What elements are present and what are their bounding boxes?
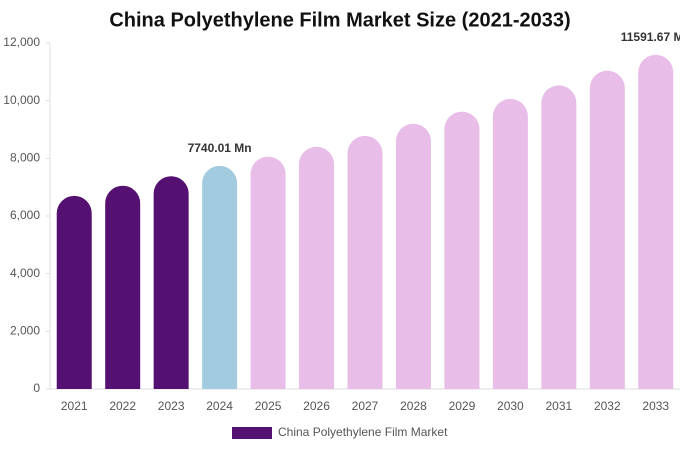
y-tick-label: 6,000 <box>10 208 40 222</box>
bar <box>299 146 335 389</box>
x-tick-label: 2028 <box>400 399 427 413</box>
y-tick-label: 8,000 <box>10 151 40 165</box>
value-label: 7740.01 Mn <box>188 141 252 155</box>
bar <box>250 156 286 389</box>
y-tick-label: 10,000 <box>3 93 40 107</box>
bar <box>105 185 141 389</box>
legend-swatch <box>232 427 272 439</box>
x-tick-label: 2024 <box>206 399 233 413</box>
value-label: 11591.67 Mn <box>621 30 680 44</box>
chart-title: China Polyethylene Film Market Size (202… <box>109 9 570 31</box>
bar <box>589 70 625 390</box>
x-tick-label: 2026 <box>303 399 330 413</box>
x-tick-label: 2025 <box>255 399 282 413</box>
y-tick-label: 0 <box>33 381 40 395</box>
bar <box>202 165 238 389</box>
x-tick-label: 2023 <box>158 399 185 413</box>
bar <box>541 85 577 389</box>
bar <box>56 195 92 389</box>
x-tick-label: 2029 <box>449 399 476 413</box>
x-tick-label: 2032 <box>594 399 621 413</box>
bar <box>395 123 431 389</box>
y-tick-label: 4,000 <box>10 266 40 280</box>
y-tick-label: 12,000 <box>3 35 40 49</box>
bar <box>153 176 189 389</box>
bar <box>638 54 674 389</box>
y-tick-label: 2,000 <box>10 324 40 338</box>
legend-label: China Polyethylene Film Market <box>278 425 448 439</box>
x-tick-label: 2027 <box>352 399 379 413</box>
x-tick-label: 2021 <box>61 399 88 413</box>
bar <box>347 135 383 389</box>
bar <box>444 111 480 389</box>
x-tick-label: 2030 <box>497 399 524 413</box>
x-tick-label: 2022 <box>109 399 136 413</box>
x-tick-label: 2033 <box>642 399 669 413</box>
x-tick-label: 2031 <box>545 399 572 413</box>
bar <box>492 98 528 390</box>
